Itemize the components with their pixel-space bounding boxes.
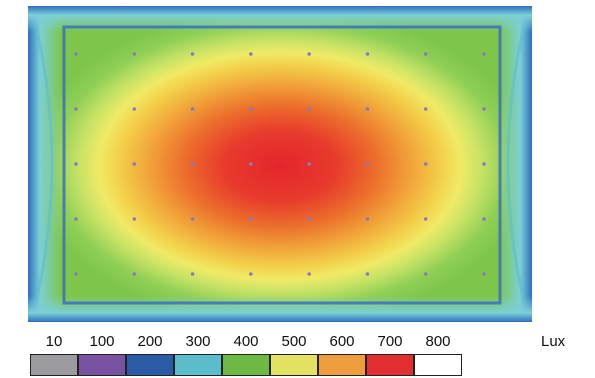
measurement-point — [74, 52, 78, 56]
heatmap-center-glow — [28, 8, 532, 322]
measurement-point — [249, 52, 253, 56]
measurement-point — [74, 217, 78, 221]
legend-label: 400 — [233, 333, 259, 350]
measurement-point — [132, 107, 137, 111]
measurement-point — [74, 272, 78, 276]
measurement-point — [482, 52, 486, 56]
measurement-point — [190, 52, 195, 56]
measurement-point — [482, 272, 486, 276]
legend-swatch — [318, 354, 366, 376]
measurement-point — [74, 162, 78, 166]
legend-label: 200 — [137, 333, 163, 350]
room-outline — [62, 25, 502, 305]
measurement-point — [249, 272, 253, 276]
legend-unit-label: Lux — [541, 333, 566, 350]
legend-label: 800 — [425, 333, 451, 350]
measurement-point — [190, 272, 195, 276]
legend-swatch — [270, 354, 318, 376]
measurement-point — [190, 107, 195, 111]
measurement-point — [190, 217, 195, 221]
measurement-point — [423, 162, 428, 166]
measurement-point — [307, 162, 311, 166]
legend-label: 500 — [281, 333, 307, 350]
measurement-point — [190, 162, 195, 166]
measurement-point — [365, 217, 370, 221]
measurement-point — [132, 52, 137, 56]
measurement-point — [249, 217, 253, 221]
legend-label: 10 — [45, 333, 63, 350]
measurement-point — [307, 107, 311, 111]
legend-label: 100 — [89, 333, 115, 350]
legend-swatch — [414, 354, 462, 376]
legend-swatch — [366, 354, 414, 376]
measurement-point — [423, 217, 428, 221]
measurement-point — [132, 272, 137, 276]
legend-label: 300 — [185, 333, 211, 350]
measurement-point — [307, 272, 311, 276]
corner-arc-right — [506, 25, 526, 303]
edge-right — [498, 6, 532, 322]
measurement-points — [74, 52, 486, 276]
edge-left — [28, 6, 62, 322]
measurement-point — [74, 107, 78, 111]
legend-swatch — [174, 354, 222, 376]
measurement-point — [132, 217, 137, 221]
measurement-point — [423, 52, 428, 56]
measurement-point — [482, 107, 486, 111]
measurement-point — [365, 162, 370, 166]
measurement-point — [249, 162, 253, 166]
legend-swatch — [30, 354, 78, 376]
measurement-point — [365, 107, 370, 111]
edge-bottom — [28, 296, 532, 322]
measurement-point — [307, 217, 311, 221]
measurement-point — [307, 52, 311, 56]
measurement-point — [132, 162, 137, 166]
corner-arc-left — [34, 25, 54, 303]
legend-swatch — [222, 354, 270, 376]
measurement-point — [423, 272, 428, 276]
legend-label: 600 — [329, 333, 355, 350]
measurement-point — [249, 107, 253, 111]
legend-label: 700 — [377, 333, 403, 350]
legend-swatch — [126, 354, 174, 376]
measurement-point — [365, 272, 370, 276]
measurement-point — [482, 162, 486, 166]
measurement-point — [423, 107, 428, 111]
legend-swatch — [78, 354, 126, 376]
measurement-point — [365, 52, 370, 56]
illuminance-heatmap — [28, 6, 532, 322]
measurement-point — [482, 217, 486, 221]
